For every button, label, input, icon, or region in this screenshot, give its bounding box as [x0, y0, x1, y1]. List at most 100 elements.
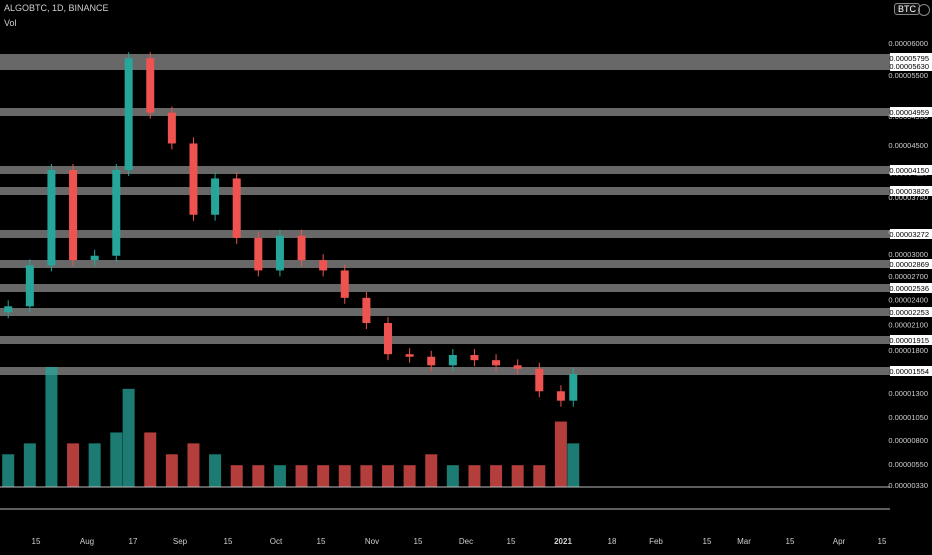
- candle: [556, 391, 565, 401]
- price-tick-label: 0.00002100: [888, 321, 928, 330]
- volume-bar: [252, 465, 265, 487]
- candle: [25, 265, 34, 307]
- volume-bar: [317, 465, 330, 487]
- time-tick-label: Sep: [173, 537, 188, 546]
- level-label-bg: [890, 283, 932, 293]
- horizontal-levels: [0, 54, 890, 375]
- time-tick-label: 15: [414, 537, 423, 546]
- candle: [47, 170, 56, 266]
- volume-bar: [533, 465, 546, 487]
- level-band: [0, 54, 890, 62]
- volume-bar: [144, 432, 157, 487]
- level-band: [0, 284, 890, 292]
- candle: [340, 270, 349, 298]
- level-band: [0, 166, 890, 174]
- volume-bar: [468, 465, 481, 487]
- time-tick-label: Dec: [459, 537, 473, 546]
- price-tick-label: 0.00001050: [888, 413, 928, 422]
- candle: [384, 323, 392, 355]
- time-tick-label: 17: [129, 537, 138, 546]
- candle: [492, 360, 501, 366]
- level-label: 0.00001915: [889, 336, 929, 345]
- level-band: [0, 367, 890, 375]
- volume-bar: [45, 367, 58, 487]
- candle: [470, 355, 479, 361]
- price-tick-label: 0.00006000: [888, 39, 928, 48]
- level-label-bg: [890, 61, 932, 71]
- volume-bar: [230, 465, 243, 487]
- candle: [167, 112, 176, 144]
- candles: [4, 52, 578, 407]
- price-tick-label: 0.00003000: [888, 250, 928, 259]
- candle: [90, 255, 99, 261]
- volume-bar: [567, 443, 580, 487]
- candle: [535, 368, 544, 392]
- volume-bar: [187, 443, 200, 487]
- level-label-bg: [890, 53, 932, 63]
- level-label: 0.00001554: [889, 367, 929, 376]
- time-tick-label: 15: [224, 537, 233, 546]
- volume-bar: [490, 465, 503, 487]
- settings-icon[interactable]: [918, 4, 930, 16]
- time-tick-label: 15: [786, 537, 795, 546]
- candle: [124, 58, 133, 170]
- price-tick-label: 0.00003750: [888, 193, 928, 202]
- volume-bar: [209, 454, 222, 487]
- time-tick-label: Oct: [270, 537, 283, 546]
- candle: [254, 237, 263, 271]
- level-label: 0.00004150: [889, 166, 929, 175]
- time-tick-label: 15: [703, 537, 712, 546]
- candle: [427, 356, 436, 366]
- volume-bar: [446, 465, 459, 487]
- time-tick-label: Aug: [80, 537, 94, 546]
- price-tick-label: 0.00000330: [888, 481, 928, 490]
- level-label-bg: [890, 335, 932, 345]
- time-axis: 15 Aug 17 Sep 15 Oct 15 Nov 15 Dec 15 2021 18 Feb 15 Ma…: [32, 537, 887, 546]
- price-tick-label: 0.00002700: [888, 272, 928, 281]
- level-label-bg: [890, 259, 932, 269]
- currency-badge[interactable]: BTC: [894, 3, 920, 15]
- candle: [69, 170, 78, 261]
- level-label-bg: [890, 229, 932, 239]
- price-axis: 0.000060000.000055000.000049000.00004500…: [888, 39, 932, 490]
- volume-bar: [403, 465, 416, 487]
- time-tick-label: Feb: [649, 537, 663, 546]
- candle: [4, 306, 13, 313]
- level-band: [0, 187, 890, 195]
- price-tick-label: 0.00001300: [888, 389, 928, 398]
- time-tick-label: Nov: [365, 537, 379, 546]
- level-label: 0.00004959: [889, 108, 929, 117]
- candle: [112, 170, 121, 256]
- time-tick-label: 15: [32, 537, 41, 546]
- candle: [275, 235, 284, 271]
- candle: [513, 365, 522, 369]
- volume-label: Vol: [4, 18, 17, 28]
- level-band: [0, 308, 890, 316]
- volume-bars: [0, 367, 890, 510]
- level-band: [0, 230, 890, 238]
- candle: [146, 58, 155, 113]
- volume-bar: [165, 454, 178, 487]
- level-band: [0, 108, 890, 116]
- price-tick-label: 0.00004500: [888, 141, 928, 150]
- volume-bar: [2, 454, 15, 487]
- candle: [297, 235, 306, 261]
- volume-bar: [23, 443, 36, 487]
- level-label-bg: [890, 307, 932, 317]
- symbol-title: ALGOBTC, 1D, BINANCE: [4, 3, 109, 13]
- price-tick-label: 0.00000800: [888, 436, 928, 445]
- candle: [569, 373, 578, 401]
- price-tick-label: 0.00005500: [888, 71, 928, 80]
- candle: [362, 297, 371, 324]
- volume-bar: [295, 465, 308, 487]
- candle: [211, 178, 220, 215]
- level-label: 0.00003272: [889, 230, 929, 239]
- level-label-bg: [890, 165, 932, 175]
- level-label-bg: [890, 186, 932, 196]
- volume-bar: [382, 465, 394, 487]
- level-label: 0.00002253: [889, 308, 929, 317]
- level-label: 0.00005630: [889, 62, 929, 71]
- price-tick-label: 0.00000550: [888, 460, 928, 469]
- volume-bar: [110, 432, 123, 487]
